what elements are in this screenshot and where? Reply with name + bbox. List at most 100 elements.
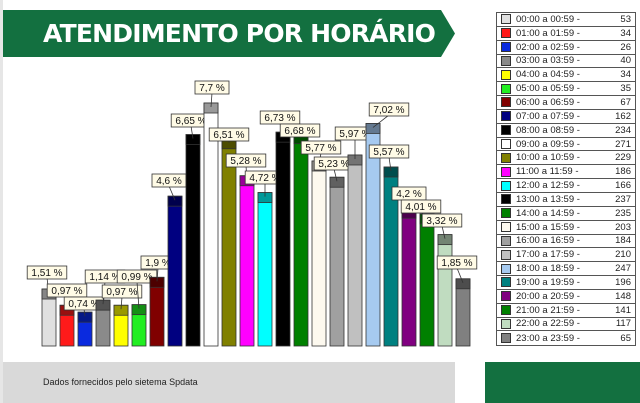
bar-11 <box>239 175 255 347</box>
data-label-box-5 <box>116 269 158 284</box>
legend-count: 235 <box>615 207 631 219</box>
legend-swatch <box>501 235 511 246</box>
data-label-1: 0,97 % <box>51 286 82 297</box>
legend-item: 07:00 a 07:59 - 162 <box>497 110 635 124</box>
legend-label: 12:00 a 12:59 - <box>516 180 580 192</box>
label-leader-9 <box>210 92 213 108</box>
data-label-6: 1,9 % <box>145 258 171 269</box>
legend-swatch <box>501 83 511 94</box>
data-label-20: 4,2 % <box>396 189 422 200</box>
data-label-8: 6,65 % <box>175 116 206 127</box>
legend-count: 34 <box>620 69 631 81</box>
legend-count: 210 <box>615 249 631 261</box>
legend-count: 196 <box>615 276 631 288</box>
data-label-13: 6,73 % <box>264 113 295 124</box>
legend-swatch <box>501 194 511 205</box>
bar-15 <box>311 160 327 347</box>
bar-13 <box>275 131 291 347</box>
legend-label: 08:00 a 08:59 - <box>516 124 580 136</box>
legend-item: 04:00 a 04:59 - 34 <box>497 68 635 83</box>
legend-count: 203 <box>615 221 631 233</box>
data-label-18: 7,02 % <box>373 105 404 116</box>
bar-22 <box>437 234 453 347</box>
bar-cap-8 <box>185 134 201 145</box>
data-label-11: 5,28 % <box>230 156 261 167</box>
legend-label: 07:00 a 07:59 - <box>516 110 580 122</box>
legend-label: 06:00 a 06:59 - <box>516 96 580 108</box>
legend-swatch <box>501 263 511 274</box>
legend-item: 09:00 a 09:59 - 271 <box>497 138 635 152</box>
data-label-10: 6,51 % <box>213 130 244 141</box>
legend-item: 03:00 a 03:59 - 40 <box>497 55 635 69</box>
legend-label: 17:00 a 17:59 - <box>516 249 580 261</box>
legend-count: 237 <box>615 193 631 205</box>
legend-label: 01:00 a 01:59 - <box>516 27 580 39</box>
chart-legend: 00:00 a 00:59 - 53 01:00 a 01:59 - 34 02:00 … <box>496 12 636 346</box>
legend-count: 141 <box>615 304 631 316</box>
legend-label: 21:00 a 21:59 - <box>516 304 580 316</box>
legend-label: 15:00 a 15:59 - <box>516 221 580 233</box>
legend-item: 10:00 a 10:59 - 229 <box>497 151 635 166</box>
legend-item: 08:00 a 08:59 - 234 <box>497 124 635 138</box>
legend-swatch <box>501 69 511 80</box>
legend-swatch <box>501 277 511 288</box>
footer-bar: Dados fornecidos pelo sietema Spdata <box>3 362 455 403</box>
bar-8 <box>185 134 201 347</box>
legend-swatch <box>501 55 511 66</box>
data-label-box-22 <box>421 213 463 228</box>
legend-swatch <box>501 180 511 191</box>
legend-count: 184 <box>615 235 631 247</box>
label-leader-23 <box>456 267 464 283</box>
data-label-box-18 <box>368 102 410 117</box>
legend-swatch <box>501 318 511 329</box>
legend-item: 21:00 a 21:59 - 141 <box>497 304 635 318</box>
legend-label: 03:00 a 03:59 - <box>516 55 580 67</box>
legend-label: 14:00 a 14:59 - <box>516 207 580 219</box>
footer-green-block <box>485 362 640 403</box>
data-label-9: 7,7 % <box>199 83 225 94</box>
data-label-7: 4,6 % <box>156 176 182 187</box>
legend-item: 18:00 a 18:59 - 247 <box>497 262 635 277</box>
source-note: Dados fornecidos pelo sietema Spdata <box>43 377 198 387</box>
legend-item: 14:00 a 14:59 - 235 <box>497 207 635 221</box>
label-leader-6 <box>156 267 159 282</box>
bar-20 <box>401 207 417 347</box>
legend-count: 247 <box>615 263 631 275</box>
data-label-21: 4,01 % <box>405 202 436 213</box>
data-label-22: 3,32 % <box>426 216 457 227</box>
label-leader-19 <box>388 156 392 172</box>
page-edge <box>0 0 3 403</box>
legend-count: 65 <box>620 332 631 344</box>
legend-count: 117 <box>615 318 631 330</box>
data-label-4: 0,97 % <box>106 287 137 298</box>
title-banner: ATENDIMENTO POR HORÁRIO <box>3 10 455 57</box>
data-label-5: 0,99 % <box>121 272 152 283</box>
bar-cap-19 <box>383 166 399 178</box>
label-leader-16 <box>333 168 338 182</box>
legend-item: 05:00 a 05:59 - 35 <box>497 82 635 97</box>
legend-swatch <box>501 208 511 219</box>
bar-12 <box>257 192 273 347</box>
data-label-box-10 <box>208 127 250 142</box>
legend-item: 00:00 a 00:59 - 53 <box>497 13 635 27</box>
legend-count: 67 <box>620 96 631 108</box>
legend-item: 02:00 a 02:59 - 26 <box>497 41 635 55</box>
data-label-3: 1,14 % <box>89 272 120 283</box>
legend-item: 15:00 a 15:59 - 203 <box>497 221 635 235</box>
bar-cap-18 <box>365 123 381 134</box>
bar-16 <box>329 176 345 347</box>
label-leader-7 <box>168 185 176 201</box>
data-label-19: 5,57 % <box>373 147 404 158</box>
page-title: ATENDIMENTO POR HORÁRIO <box>43 19 436 48</box>
bar-14 <box>293 133 309 347</box>
legend-swatch <box>501 222 511 233</box>
data-label-box-23 <box>436 255 478 270</box>
legend-item: 17:00 a 17:59 - 210 <box>497 248 635 263</box>
legend-count: 34 <box>620 27 631 39</box>
legend-item: 11:00 a 11:59 - 186 <box>497 165 635 180</box>
legend-item: 22:00 a 22:59 - 117 <box>497 318 635 332</box>
legend-label: 19:00 a 19:59 - <box>516 276 580 288</box>
label-leader-18 <box>372 114 390 128</box>
label-leader-5 <box>136 281 140 309</box>
data-label-box-21 <box>400 199 442 214</box>
